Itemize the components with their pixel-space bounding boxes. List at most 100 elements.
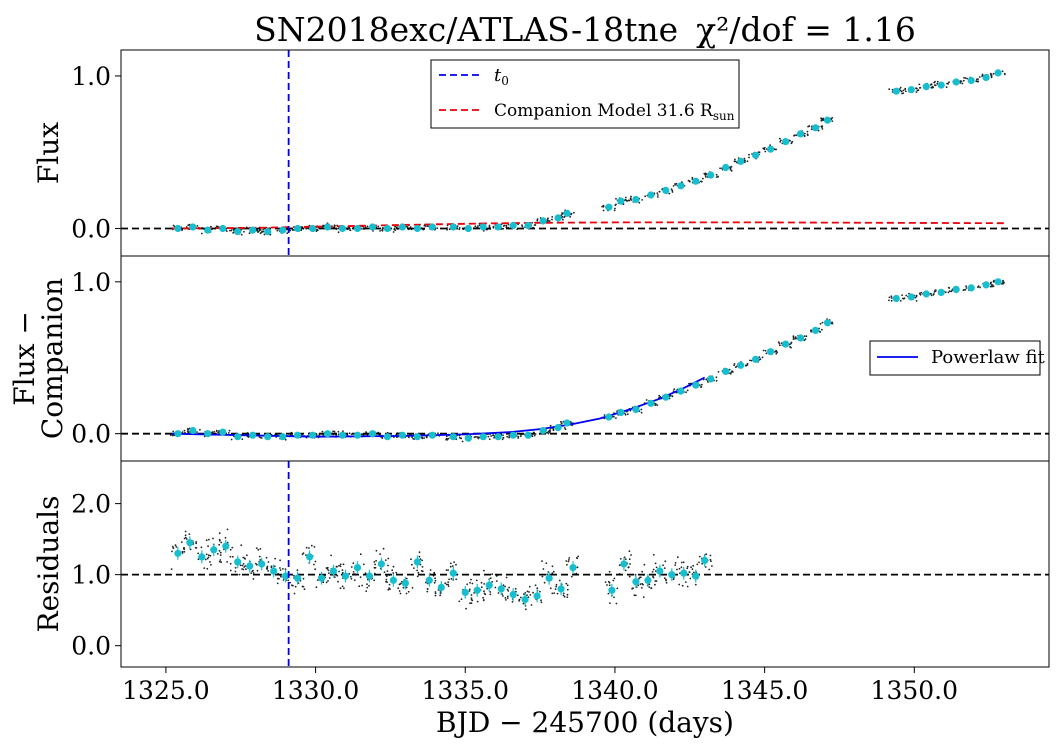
raw-data-point: [455, 563, 457, 566]
raw-data-point: [341, 569, 344, 571]
binned-data-point: [338, 431, 347, 439]
y-tick-label: 0.0: [71, 215, 111, 244]
raw-data-point: [328, 577, 331, 579]
raw-data-point: [640, 408, 643, 411]
raw-data-point: [276, 582, 279, 585]
binned-data-point: [554, 424, 562, 432]
raw-data-point: [654, 580, 657, 582]
raw-data-point: [613, 209, 616, 212]
raw-data-point: [172, 434, 174, 437]
raw-data-point: [291, 584, 293, 587]
raw-data-point: [381, 437, 384, 439]
raw-data-point: [543, 581, 546, 584]
raw-data-point: [480, 581, 483, 584]
raw-data-point: [279, 559, 281, 562]
raw-data-point: [314, 560, 317, 563]
raw-data-point: [412, 437, 415, 440]
raw-data-point: [959, 80, 962, 82]
raw-data-point: [343, 587, 345, 590]
binned-data-point: [677, 182, 685, 190]
raw-data-point: [576, 566, 579, 569]
raw-data-point: [681, 584, 684, 587]
raw-data-point: [686, 567, 689, 570]
raw-data-point: [416, 569, 418, 572]
raw-data-point: [333, 430, 336, 433]
raw-data-point: [733, 160, 736, 163]
binned-data-point: [668, 571, 676, 579]
raw-data-point: [434, 591, 437, 593]
binned-data-point: [174, 430, 182, 438]
y-tick-label: 1.0: [71, 62, 111, 91]
raw-data-point: [421, 559, 423, 562]
raw-data-point: [183, 429, 186, 432]
raw-data-point: [301, 553, 304, 556]
raw-data-point: [630, 554, 632, 556]
raw-data-point: [279, 567, 281, 569]
raw-data-point: [1002, 282, 1004, 285]
companion-model-line: [171, 221, 1005, 230]
raw-data-point: [547, 217, 549, 220]
binned-data-point: [644, 576, 652, 584]
raw-data-point: [775, 350, 778, 353]
binned-data-point: [647, 191, 655, 199]
binned-data-point: [937, 81, 945, 89]
raw-data-point: [904, 90, 907, 93]
raw-data-point: [542, 568, 545, 570]
binned-data-point: [767, 145, 775, 153]
binned-data-point: [464, 224, 472, 233]
raw-data-point: [394, 229, 397, 232]
raw-data-point: [901, 294, 903, 296]
raw-data-point: [566, 588, 569, 591]
raw-data-point: [434, 577, 436, 580]
binned-data-point: [204, 430, 212, 438]
binned-data-point: [782, 138, 790, 146]
binned-data-point: [982, 73, 990, 82]
raw-data-point: [989, 285, 992, 288]
raw-data-point: [437, 432, 439, 435]
raw-data-point: [418, 555, 421, 558]
raw-data-point: [229, 548, 232, 551]
binned-data-point: [264, 433, 272, 441]
binned-data-point: [294, 431, 302, 439]
raw-data-point: [413, 567, 415, 569]
x-tick-label: 1350.0: [871, 676, 958, 705]
raw-data-point: [628, 550, 631, 553]
raw-data-point: [384, 559, 387, 561]
raw-data-point: [899, 86, 902, 89]
raw-data-point: [506, 588, 509, 591]
raw-data-point: [918, 83, 921, 86]
raw-data-point: [254, 562, 257, 565]
binned-data-point: [707, 375, 715, 383]
raw-data-point: [399, 592, 402, 595]
raw-data-point: [296, 569, 299, 572]
binned-data-point: [341, 572, 350, 580]
raw-data-point: [450, 577, 453, 580]
raw-data-point: [316, 579, 319, 581]
binned-data-point: [680, 569, 688, 577]
raw-data-point: [573, 211, 575, 214]
raw-data-point: [606, 584, 608, 586]
raw-data-point: [449, 562, 452, 565]
raw-data-point: [517, 435, 520, 438]
raw-data-point: [195, 547, 198, 549]
raw-data-point: [519, 596, 522, 599]
raw-data-point: [183, 537, 186, 540]
raw-data-point: [229, 562, 232, 565]
raw-data-point: [916, 89, 919, 92]
raw-data-point: [387, 588, 390, 591]
raw-data-point: [717, 371, 720, 373]
raw-data-point: [806, 130, 809, 133]
raw-data-point: [792, 335, 795, 338]
raw-data-point: [259, 232, 262, 235]
raw-data-point: [301, 585, 304, 588]
raw-data-point: [821, 328, 823, 331]
raw-data-point: [207, 554, 210, 557]
binned-data-point: [796, 130, 805, 138]
raw-data-point: [965, 287, 968, 289]
raw-data-point: [276, 229, 279, 232]
binned-data-point: [279, 226, 287, 234]
raw-data-point: [286, 232, 289, 235]
raw-data-point: [690, 566, 692, 569]
raw-data-point: [213, 430, 216, 433]
raw-data-point: [181, 431, 184, 433]
